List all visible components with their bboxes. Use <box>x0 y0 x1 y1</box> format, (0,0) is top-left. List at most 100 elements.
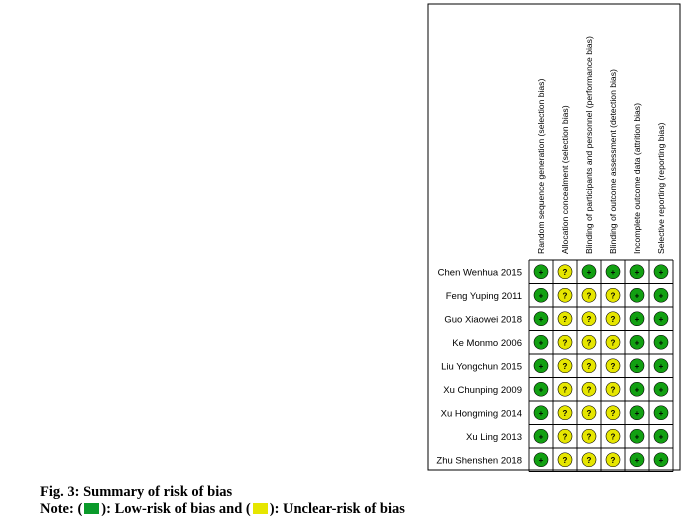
low-risk-mark <box>653 334 669 350</box>
judgement-symbol: + <box>539 362 544 371</box>
judgement-symbol: + <box>635 385 640 394</box>
unclear-risk-mark <box>605 358 621 374</box>
study-label: Liu Yongchun 2015 <box>441 361 522 372</box>
domain-label: Incomplete outcome data (attrition bias) <box>632 103 642 254</box>
unclear-risk-mark <box>581 358 597 374</box>
judgement-symbol: + <box>635 409 640 418</box>
judgement-symbol: ? <box>611 432 616 441</box>
judgement-symbol: + <box>635 432 640 441</box>
low-risk-mark <box>533 381 549 397</box>
low-risk-mark <box>629 287 645 303</box>
study-label: Xu Chunping 2009 <box>443 385 522 396</box>
judgement-symbol: + <box>539 385 544 394</box>
judgement-symbol: + <box>587 268 592 277</box>
judgement-symbol: ? <box>587 432 592 441</box>
judgement-symbol: ? <box>611 456 616 465</box>
low-risk-mark <box>653 287 669 303</box>
judgement-symbol: + <box>611 268 616 277</box>
unclear-risk-swatch <box>252 503 268 514</box>
judgement-symbol: + <box>539 268 544 277</box>
judgement-grid: +? + + + + +??? + + +??? + + +??? + + +??? + + +??? + + +???… <box>528 259 674 472</box>
unclear-risk-mark <box>605 405 621 421</box>
study-label: Feng Yuping 2011 <box>446 291 522 302</box>
judgement-symbol: + <box>659 456 664 465</box>
domain-label: Random sequence generation (selection bi… <box>536 79 546 254</box>
judgement-symbol: + <box>539 338 544 347</box>
low-risk-mark <box>653 358 669 374</box>
low-risk-mark <box>653 452 669 468</box>
judgement-symbol: + <box>539 456 544 465</box>
unclear-risk-mark <box>557 287 573 303</box>
judgement-symbol: ? <box>611 385 616 394</box>
low-risk-mark <box>653 311 669 327</box>
judgement-symbol: ? <box>587 409 592 418</box>
judgement-symbol: ? <box>587 456 592 465</box>
low-risk-mark <box>629 405 645 421</box>
judgement-symbol: + <box>635 268 640 277</box>
unclear-risk-mark <box>581 452 597 468</box>
unclear-risk-mark <box>557 381 573 397</box>
judgement-symbol: ? <box>563 362 568 371</box>
caption-note-prefix: Note: ( <box>40 501 83 517</box>
unclear-risk-mark <box>605 287 621 303</box>
judgement-symbol: ? <box>563 291 568 300</box>
low-risk-mark <box>629 334 645 350</box>
study-label: Ke Monmo 2006 <box>452 338 522 349</box>
unclear-risk-mark <box>557 452 573 468</box>
low-risk-mark <box>629 381 645 397</box>
caption-title: Fig. 3: Summary of risk of bias <box>40 484 233 500</box>
judgement-symbol: ? <box>587 315 592 324</box>
low-risk-mark <box>533 358 549 374</box>
unclear-risk-mark <box>557 358 573 374</box>
study-labels: Chen Wenhua 2015 Feng Yuping 2011 Guo Xiao… <box>436 267 522 466</box>
judgement-symbol: ? <box>611 291 616 300</box>
judgement-symbol: ? <box>611 315 616 324</box>
low-risk-mark <box>533 264 549 280</box>
caption-note-unclear: ): Unclear-risk of bias <box>269 501 405 517</box>
unclear-risk-mark <box>605 381 621 397</box>
judgement-symbol: + <box>659 268 664 277</box>
judgement-symbol: + <box>635 362 640 371</box>
judgement-symbol: + <box>659 291 664 300</box>
unclear-risk-mark <box>581 287 597 303</box>
study-label: Xu Hongming 2014 <box>441 408 522 419</box>
unclear-risk-mark <box>557 311 573 327</box>
judgement-symbol: + <box>659 315 664 324</box>
domain-label: Blinding of participants and personnel (… <box>584 36 594 254</box>
low-risk-mark <box>533 405 549 421</box>
unclear-risk-mark <box>605 452 621 468</box>
judgement-symbol: + <box>659 432 664 441</box>
domain-label: Allocation concealment (selection bias) <box>560 105 570 254</box>
judgement-symbol: + <box>539 315 544 324</box>
unclear-risk-mark <box>581 311 597 327</box>
unclear-risk-mark <box>605 334 621 350</box>
low-risk-mark <box>629 264 645 280</box>
low-risk-mark <box>653 381 669 397</box>
judgement-symbol: + <box>659 338 664 347</box>
unclear-risk-mark <box>581 334 597 350</box>
judgement-symbol: + <box>539 291 544 300</box>
judgement-symbol: + <box>635 456 640 465</box>
unclear-risk-mark <box>557 264 573 280</box>
low-risk-mark <box>533 311 549 327</box>
unclear-risk-mark <box>581 428 597 444</box>
figure-frame <box>427 3 681 471</box>
unclear-risk-mark <box>557 428 573 444</box>
low-risk-mark <box>653 428 669 444</box>
judgement-symbol: ? <box>587 338 592 347</box>
judgement-symbol: ? <box>611 338 616 347</box>
low-risk-mark <box>533 428 549 444</box>
judgement-symbol: ? <box>563 338 568 347</box>
judgement-symbol: ? <box>563 456 568 465</box>
low-risk-mark <box>629 311 645 327</box>
low-risk-mark <box>533 287 549 303</box>
unclear-risk-mark <box>605 428 621 444</box>
domain-labels: Random sequence generation (selection bi… <box>536 36 666 254</box>
low-risk-mark <box>629 358 645 374</box>
unclear-risk-mark <box>605 311 621 327</box>
judgement-symbol: ? <box>563 268 568 277</box>
domain-label: Selective reporting (reporting bias) <box>656 123 666 254</box>
unclear-risk-mark <box>581 381 597 397</box>
judgement-symbol: + <box>659 409 664 418</box>
